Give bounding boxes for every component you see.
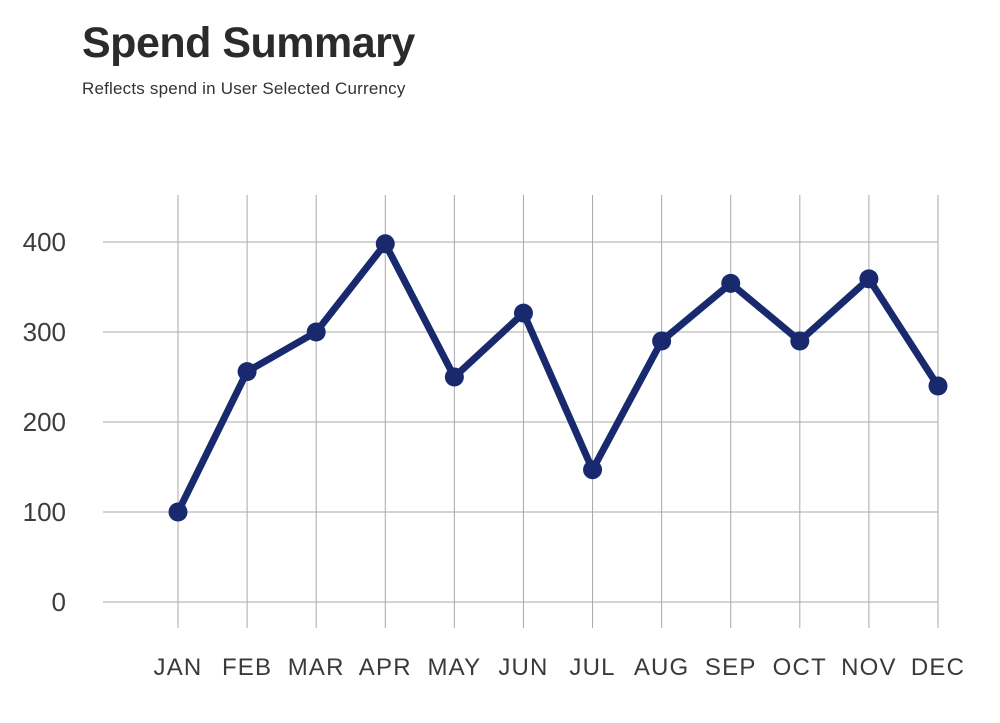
x-axis-tick-label: JAN — [153, 654, 203, 681]
data-point-jun[interactable] — [513, 303, 533, 323]
x-axis-tick-label: MAY — [427, 654, 482, 681]
x-axis-tick-label: JUN — [498, 654, 549, 681]
spend-series-line — [174, 240, 942, 516]
data-point-dec[interactable] — [928, 376, 948, 396]
data-point-feb[interactable] — [237, 362, 257, 382]
x-axis-tick-label: DEC — [910, 654, 966, 681]
data-point-mar[interactable] — [306, 322, 326, 342]
x-axis-tick-label: FEB — [221, 654, 273, 681]
x-axis-tick-label: OCT — [772, 654, 827, 681]
x-axis-tick-label: APR — [358, 654, 412, 681]
y-axis-tick-label: 100 — [22, 497, 66, 527]
y-axis-tick-label: 0 — [51, 587, 66, 617]
data-point-may[interactable] — [444, 367, 464, 387]
x-axis-tick-label: JUL — [569, 654, 616, 681]
page-subtitle: Reflects spend in User Selected Currency — [82, 79, 406, 98]
x-axis-tick-label: NOV — [841, 654, 897, 681]
data-point-oct[interactable] — [790, 331, 810, 351]
data-point-apr[interactable] — [375, 234, 395, 254]
data-point-jul[interactable] — [583, 460, 603, 480]
x-axis-tick-label: MAR — [287, 654, 345, 681]
data-point-sep[interactable] — [721, 273, 741, 293]
x-axis-tick-label: AUG — [633, 654, 690, 681]
y-axis-tick-label: 400 — [22, 227, 66, 257]
x-axis-tick-label: SEP — [704, 654, 757, 681]
y-axis-tick-label: 200 — [22, 407, 66, 437]
data-point-jan[interactable] — [168, 502, 188, 522]
y-axis-tick-label: 300 — [22, 317, 66, 347]
data-point-nov[interactable] — [859, 269, 879, 289]
page-title: Spend Summary — [82, 19, 415, 67]
data-point-aug[interactable] — [652, 331, 672, 351]
